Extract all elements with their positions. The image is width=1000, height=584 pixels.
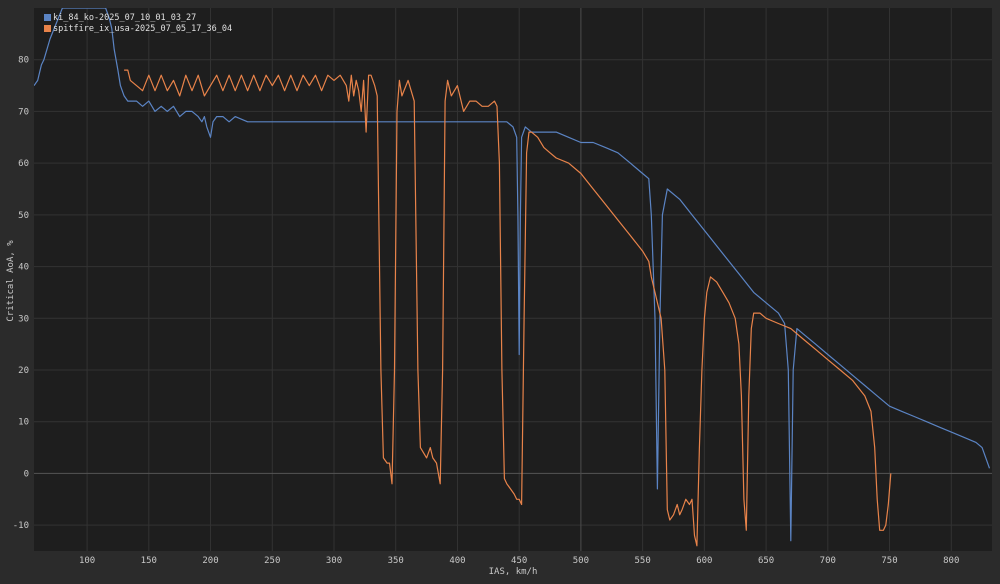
legend-swatch — [44, 14, 51, 21]
series-line-2 — [124, 69, 892, 547]
x-tick-label: 700 — [820, 556, 836, 566]
y-axis-title: Critical AoA, % — [6, 240, 16, 322]
legend[interactable]: ki_84_ko-2025_07_10_01_03_27spitfire_ix_… — [44, 13, 232, 34]
series-lines — [34, 8, 991, 547]
legend-label[interactable]: ki_84_ko-2025_07_10_01_03_27 — [53, 13, 196, 23]
x-tick-label: 800 — [943, 556, 959, 566]
y-tick-label: 80 — [18, 56, 29, 66]
x-tick-labels: 100 150 200 250 300 350 400 450 500 550 600 650 700 7… — [79, 556, 959, 566]
x-axis-title: IAS, km/h — [489, 567, 538, 577]
x-tick-label: 400 — [449, 556, 465, 566]
x-tick-label: 600 — [696, 556, 712, 566]
y-tick-label: 40 — [18, 263, 29, 273]
legend-swatch — [44, 25, 51, 32]
x-tick-label: 250 — [264, 556, 280, 566]
y-tick-label: 10 — [18, 418, 29, 428]
x-tick-label: 150 — [141, 556, 157, 566]
y-tick-label: 30 — [18, 314, 29, 324]
y-tick-label: 70 — [18, 107, 29, 117]
x-tick-label: 550 — [634, 556, 650, 566]
legend-label[interactable]: spitfire_ix_usa-2025_07_05_17_36_04 — [53, 24, 232, 34]
x-tick-label: 450 — [511, 556, 527, 566]
y-tick-label: 60 — [18, 159, 29, 169]
x-tick-label: 650 — [758, 556, 774, 566]
y-tick-label: 20 — [18, 366, 29, 376]
x-tick-label: 500 — [573, 556, 589, 566]
x-tick-label: 350 — [388, 556, 404, 566]
x-tick-label: 200 — [202, 556, 218, 566]
x-tick-label: 300 — [326, 556, 342, 566]
y-tick-label: -10 — [13, 521, 29, 531]
y-tick-label: 50 — [18, 211, 29, 221]
y-tick-label: 0 — [24, 469, 29, 479]
x-tick-label: 750 — [881, 556, 897, 566]
plot-background — [34, 8, 992, 551]
series-line-1 — [34, 8, 991, 542]
y-tick-labels: -10 0 10 20 30 40 50 60 70 80 — [13, 56, 29, 531]
grid — [34, 8, 992, 551]
x-tick-label: 100 — [79, 556, 95, 566]
